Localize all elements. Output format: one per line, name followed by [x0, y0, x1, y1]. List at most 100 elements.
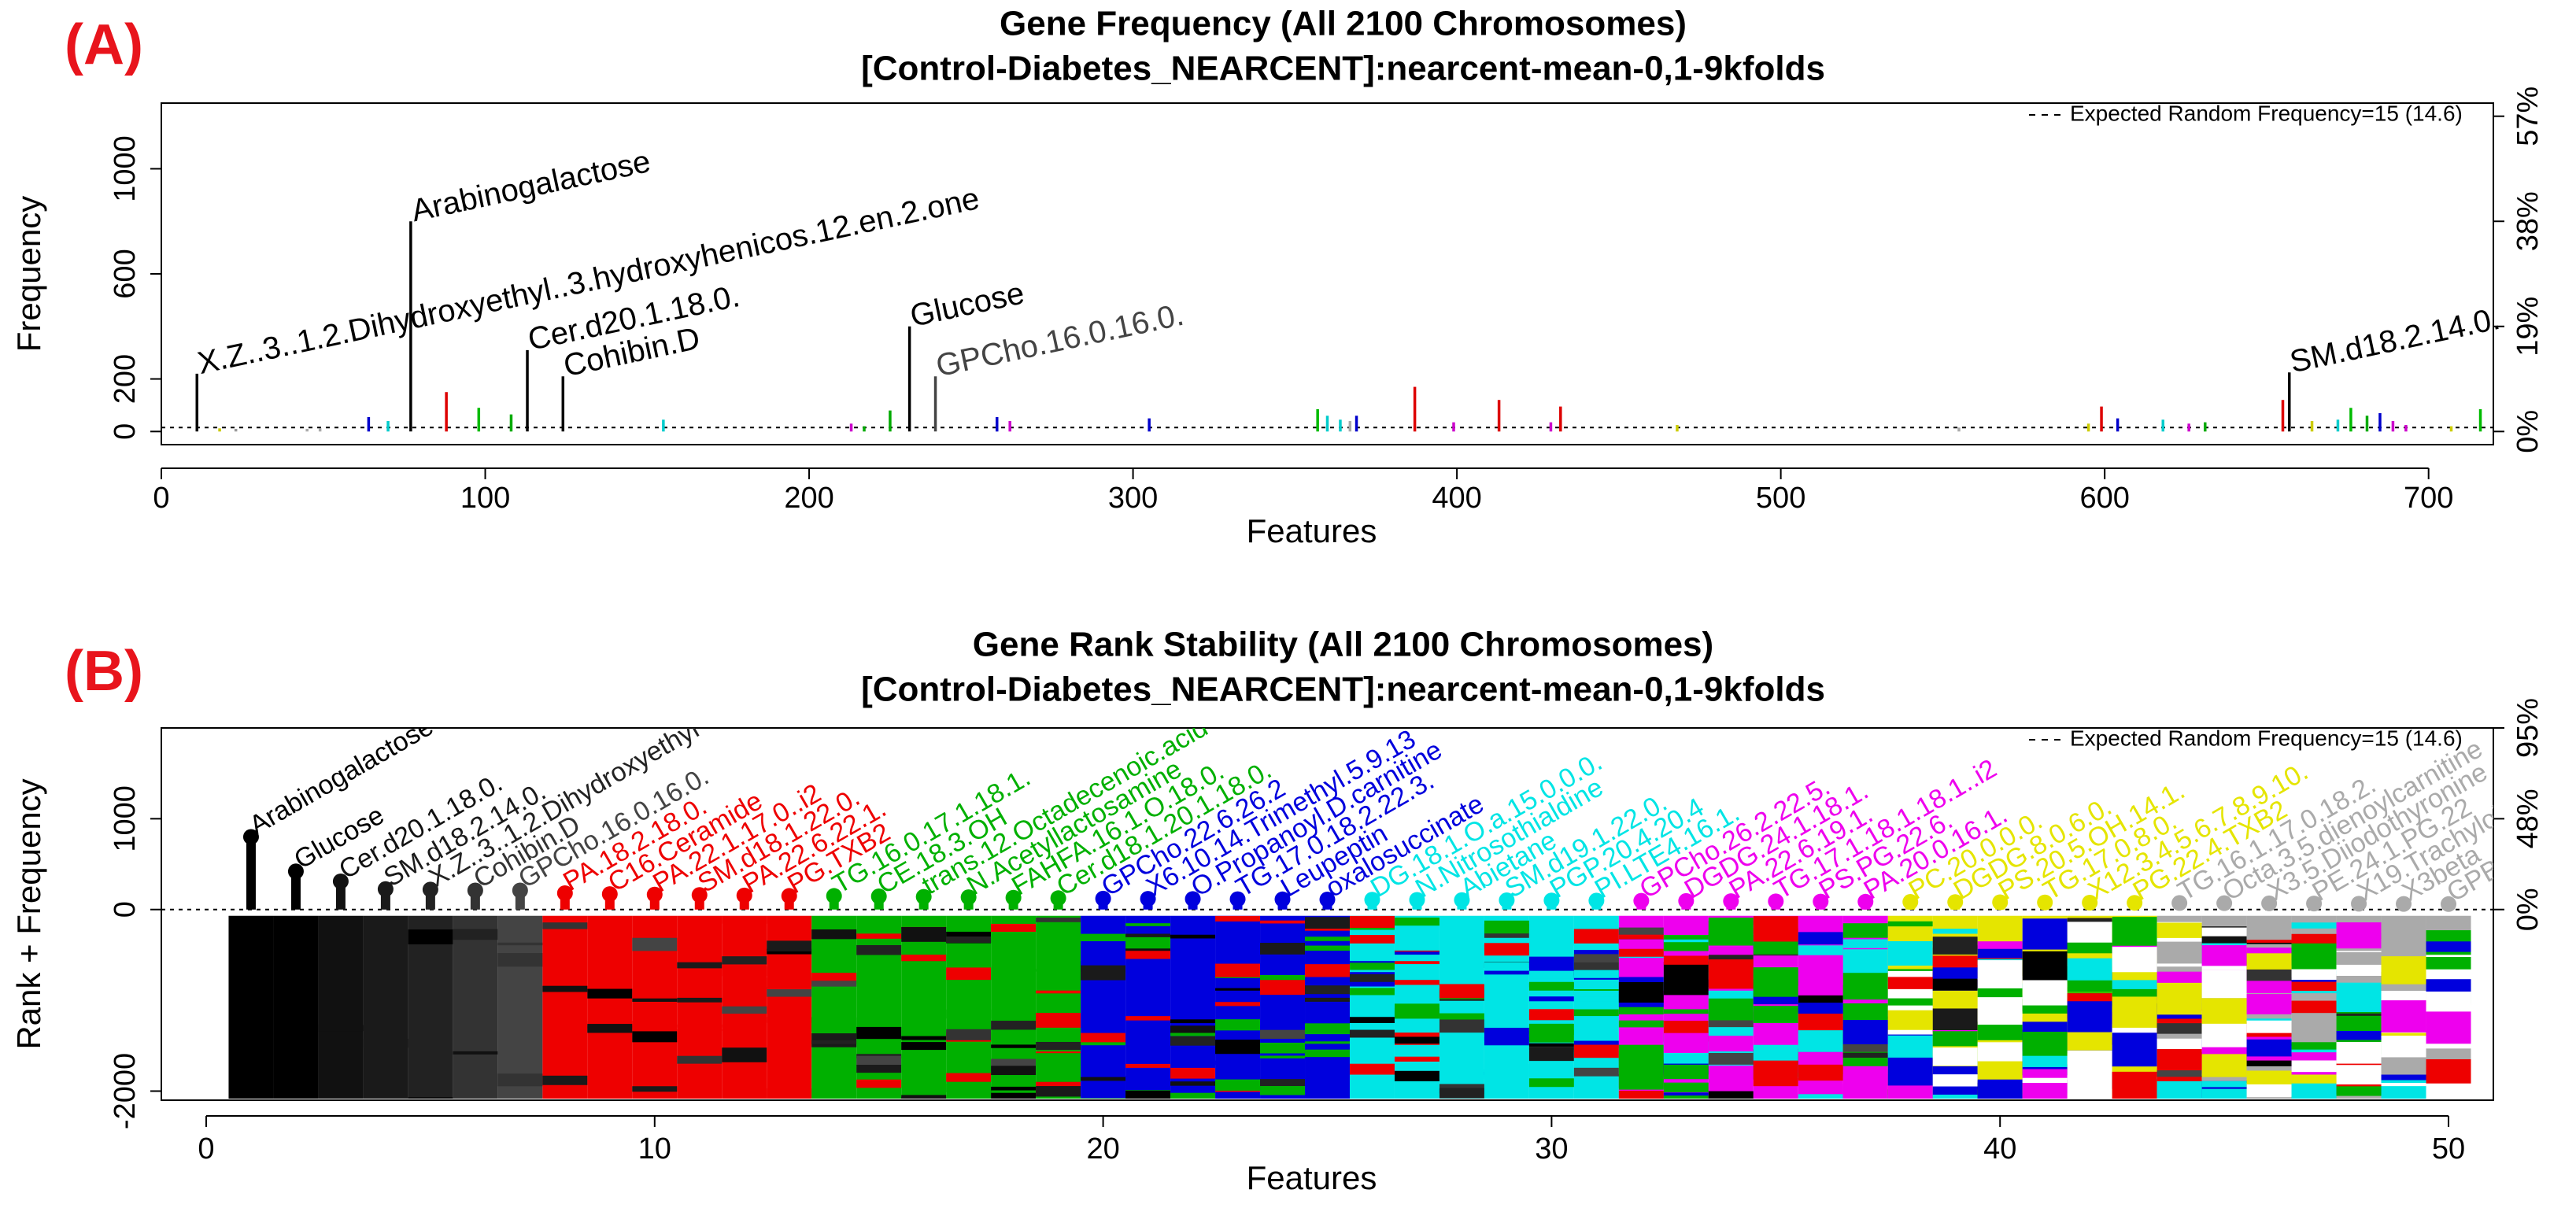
- frequency-dot: [332, 873, 349, 889]
- rank-stripe: [856, 1079, 902, 1088]
- frequency-dot: [1050, 890, 1066, 907]
- rank-stripe: [1170, 1067, 1216, 1079]
- feature-label: Arabinogalactose: [408, 144, 654, 228]
- y-tick-label: 200: [109, 354, 142, 404]
- frequency-dot: [826, 888, 842, 904]
- rank-stripe: [1484, 944, 1529, 951]
- rank-stripe: [2336, 951, 2382, 965]
- y-tick-label: 0: [109, 423, 142, 440]
- rank-stripe: [1215, 1060, 1261, 1066]
- y2-tick-label: 19%: [2511, 297, 2545, 356]
- rank-stripe: [1081, 1077, 1126, 1081]
- rank-stripe: [1260, 920, 1306, 924]
- rank-stripe: [1394, 991, 1440, 997]
- rank-stripe: [1887, 977, 1933, 989]
- rank-stripe: [1215, 1019, 1261, 1031]
- rank-stripe: [2201, 1088, 2247, 1099]
- rank-stripe: [1081, 935, 1126, 942]
- rank-stripe: [1932, 936, 1978, 955]
- rank-stripe: [1932, 929, 1978, 934]
- rank-stripe: [991, 1021, 1037, 1030]
- rank-stripe: [542, 985, 588, 992]
- rank-stripe: [1305, 917, 1350, 929]
- rank-stripe: [1842, 1052, 1888, 1058]
- x-axis-label: Features: [1247, 1159, 1377, 1196]
- rank-stripe: [767, 977, 812, 990]
- rank-stripe: [1125, 1063, 1171, 1068]
- rank-column: [1439, 915, 1484, 1099]
- rank-stripe: [542, 922, 588, 929]
- rank-stripe: [1125, 1076, 1171, 1091]
- rank-stripe: [722, 1047, 767, 1062]
- rank-stripe: [587, 988, 633, 999]
- rank-stripe: [1708, 1053, 1754, 1065]
- rank-stripe: [2246, 994, 2292, 1014]
- panel-label: (A): [65, 13, 143, 76]
- rank-stripe: [2291, 944, 2337, 970]
- rank-stripe: [2067, 958, 2112, 981]
- rank-stripe: [1708, 1091, 1754, 1099]
- rank-stripe: [1798, 1064, 1843, 1081]
- rank-stripe: [1528, 972, 1574, 979]
- rank-stripe: [1439, 985, 1484, 999]
- rank-stripe: [946, 1083, 992, 1092]
- rank-stripe: [1977, 988, 2023, 998]
- frequency-dot: [1319, 892, 1336, 908]
- y2-tick-label: 0%: [2511, 888, 2545, 931]
- plot-frame: [161, 102, 2494, 445]
- rank-stripe: [2157, 1070, 2202, 1077]
- rank-column: [318, 915, 364, 1099]
- rank-stripe: [1125, 1090, 1171, 1099]
- x-tick-label: 400: [1432, 482, 1481, 515]
- rank-stripe: [1798, 1094, 1843, 1099]
- rank-stripe: [767, 940, 812, 951]
- rank-stripe: [1753, 916, 1798, 942]
- rank-stripe: [1260, 980, 1306, 996]
- frequency-dot: [736, 887, 752, 903]
- rank-stripe: [1842, 923, 1888, 938]
- rank-stripe: [1215, 988, 1261, 991]
- rank-stripe: [1484, 1036, 1529, 1046]
- rank-stripe: [1753, 1044, 1798, 1061]
- rank-stripe: [901, 1095, 947, 1099]
- rank-stripe: [632, 937, 678, 951]
- rank-stripe: [1573, 929, 1619, 944]
- rank-column: [587, 915, 633, 1099]
- rank-stripe: [1305, 977, 1350, 985]
- y2-tick-label: 95%: [2511, 698, 2545, 758]
- rank-stripe: [1842, 973, 1888, 1000]
- frequency-dot: [1274, 891, 1291, 907]
- frequency-dot: [1409, 892, 1425, 908]
- rank-stripe: [1663, 1095, 1709, 1099]
- frequency-dot: [287, 863, 304, 880]
- rank-stripe: [1528, 1078, 1574, 1088]
- rank-stripe: [1484, 970, 1529, 975]
- rank-stripe: [2112, 996, 2157, 1012]
- rank-column: [542, 915, 588, 1099]
- rank-stripe: [1977, 960, 2023, 981]
- rank-column: [901, 915, 947, 1099]
- legend-label: Expected Random Frequency=15 (14.6): [2070, 726, 2463, 750]
- frequency-dot: [691, 887, 708, 903]
- rank-stripe: [1215, 915, 1261, 922]
- rank-stripe: [1394, 1070, 1440, 1081]
- rank-stripe: [1663, 1009, 1709, 1014]
- rank-stripe: [2381, 1083, 2426, 1087]
- rank-stripe: [1170, 934, 1216, 939]
- rank-stripe: [542, 1075, 588, 1085]
- rank-stripe: [587, 1024, 633, 1033]
- rank-stripe: [1977, 1042, 2023, 1062]
- rank-stripe: [946, 1073, 992, 1082]
- rank-stripe: [1484, 943, 1529, 947]
- rank-stripe: [453, 1051, 498, 1055]
- x-tick-label: 200: [784, 482, 833, 515]
- rank-stripe: [1305, 1049, 1350, 1058]
- frequency-dot: [960, 889, 977, 906]
- rank-stripe: [677, 1024, 723, 1028]
- rank-stripe: [1887, 940, 1933, 966]
- rank-stripe: [1618, 939, 1664, 949]
- rank-stripe: [1394, 951, 1440, 955]
- rank-stripe: [1170, 1033, 1216, 1036]
- rank-stripe: [1932, 967, 1978, 979]
- rank-column: [1081, 915, 1126, 1099]
